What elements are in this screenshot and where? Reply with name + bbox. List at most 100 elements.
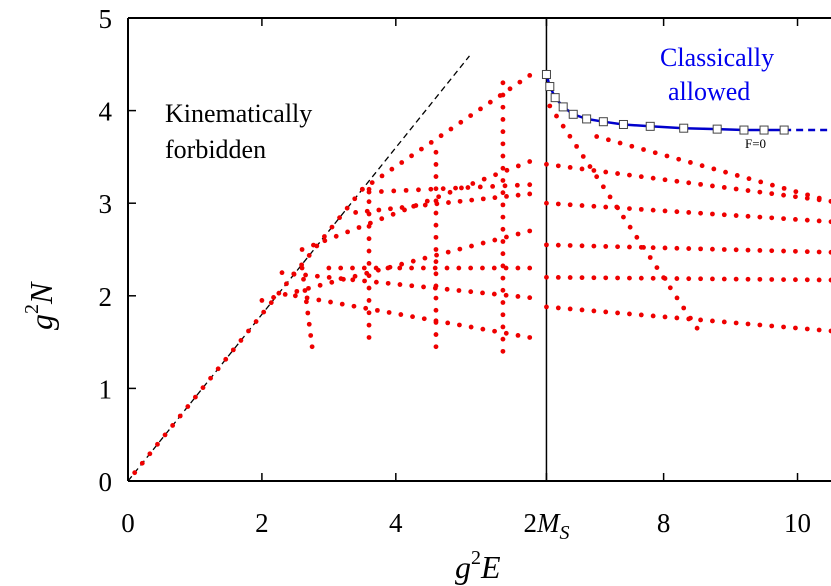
axis-ticks [127, 17, 799, 482]
data-point [603, 244, 609, 249]
data-point [793, 189, 799, 195]
data-point [200, 385, 206, 391]
data-point [500, 348, 506, 354]
data-point [745, 321, 751, 327]
boundary-marker [558, 102, 568, 112]
data-point [309, 344, 315, 350]
boundary-marker [618, 119, 628, 129]
data-point [527, 265, 533, 271]
data-point [385, 280, 391, 286]
data-point [686, 180, 692, 186]
data-point [433, 320, 439, 325]
data-point [279, 270, 285, 276]
data-point [686, 276, 692, 282]
data-point [527, 295, 533, 301]
boundary-marker [712, 124, 722, 134]
data-point [333, 233, 339, 239]
data-point [469, 197, 475, 203]
data-point [306, 321, 312, 327]
data-point [676, 156, 682, 162]
data-point [399, 205, 405, 210]
data-point [710, 318, 715, 324]
data-point [299, 265, 305, 271]
data-point [386, 310, 392, 315]
data-point [353, 210, 359, 215]
data-point [500, 324, 506, 330]
data-point [428, 186, 434, 192]
data-point [468, 265, 474, 271]
data-point [688, 315, 693, 321]
data-point [420, 265, 426, 271]
data-point [662, 177, 668, 183]
data-point [366, 199, 372, 205]
data-point [481, 176, 487, 182]
data-point [746, 176, 752, 182]
data-point [674, 245, 680, 251]
x-tick-label: 10 [784, 508, 811, 538]
data-point [492, 237, 498, 243]
data-point [781, 216, 786, 222]
data-point [500, 117, 506, 122]
data-point [652, 150, 658, 156]
data-point [816, 327, 822, 333]
data-point [591, 203, 597, 209]
data-point [457, 322, 462, 328]
data-point [399, 261, 405, 267]
x-tick-label: 0 [121, 508, 135, 538]
data-point [361, 265, 367, 271]
data-point [433, 186, 439, 192]
data-point [409, 265, 414, 271]
data-point [828, 277, 831, 283]
data-point [544, 161, 549, 167]
data-point [491, 291, 497, 297]
data-point [567, 306, 573, 312]
data-point [638, 206, 644, 212]
data-point [391, 188, 397, 194]
data-point [410, 258, 416, 264]
data-point [215, 366, 221, 372]
data-point [468, 113, 474, 119]
data-point [504, 194, 509, 199]
data-point [456, 288, 462, 293]
x-axis-title-sup: 2 [471, 547, 481, 569]
data-point [388, 206, 393, 212]
data-point [306, 253, 312, 258]
data-point [366, 248, 372, 254]
data-point [627, 224, 633, 230]
data-point [674, 295, 680, 301]
data-point [579, 307, 585, 313]
data-point [674, 178, 680, 184]
data-point [238, 338, 244, 343]
data-point [500, 251, 506, 257]
data-point [317, 282, 323, 288]
data-point [433, 283, 439, 289]
data-point [422, 255, 428, 261]
data-point [434, 252, 439, 258]
data-point [480, 265, 485, 271]
data-point [641, 244, 646, 250]
data-point [721, 319, 727, 325]
data-point [804, 249, 810, 255]
data-point [500, 312, 506, 318]
data-point [757, 248, 763, 253]
data-point [662, 314, 668, 320]
data-point [500, 141, 506, 147]
data-point [574, 143, 579, 149]
data-point [781, 185, 787, 191]
x-tick-label: 4 [389, 508, 403, 538]
data-point [733, 186, 739, 192]
data-point [379, 216, 385, 222]
data-point [465, 185, 471, 190]
data-point [733, 247, 739, 253]
data-point [555, 163, 561, 169]
data-point [781, 248, 786, 254]
data-point [447, 189, 453, 195]
data-point [271, 295, 276, 300]
x-axis-title: g2E [455, 547, 501, 585]
data-point [261, 309, 267, 315]
data-point [603, 169, 609, 175]
data-point [600, 184, 606, 190]
data-point [579, 275, 585, 281]
data-point [816, 277, 822, 283]
data-point [344, 205, 350, 211]
